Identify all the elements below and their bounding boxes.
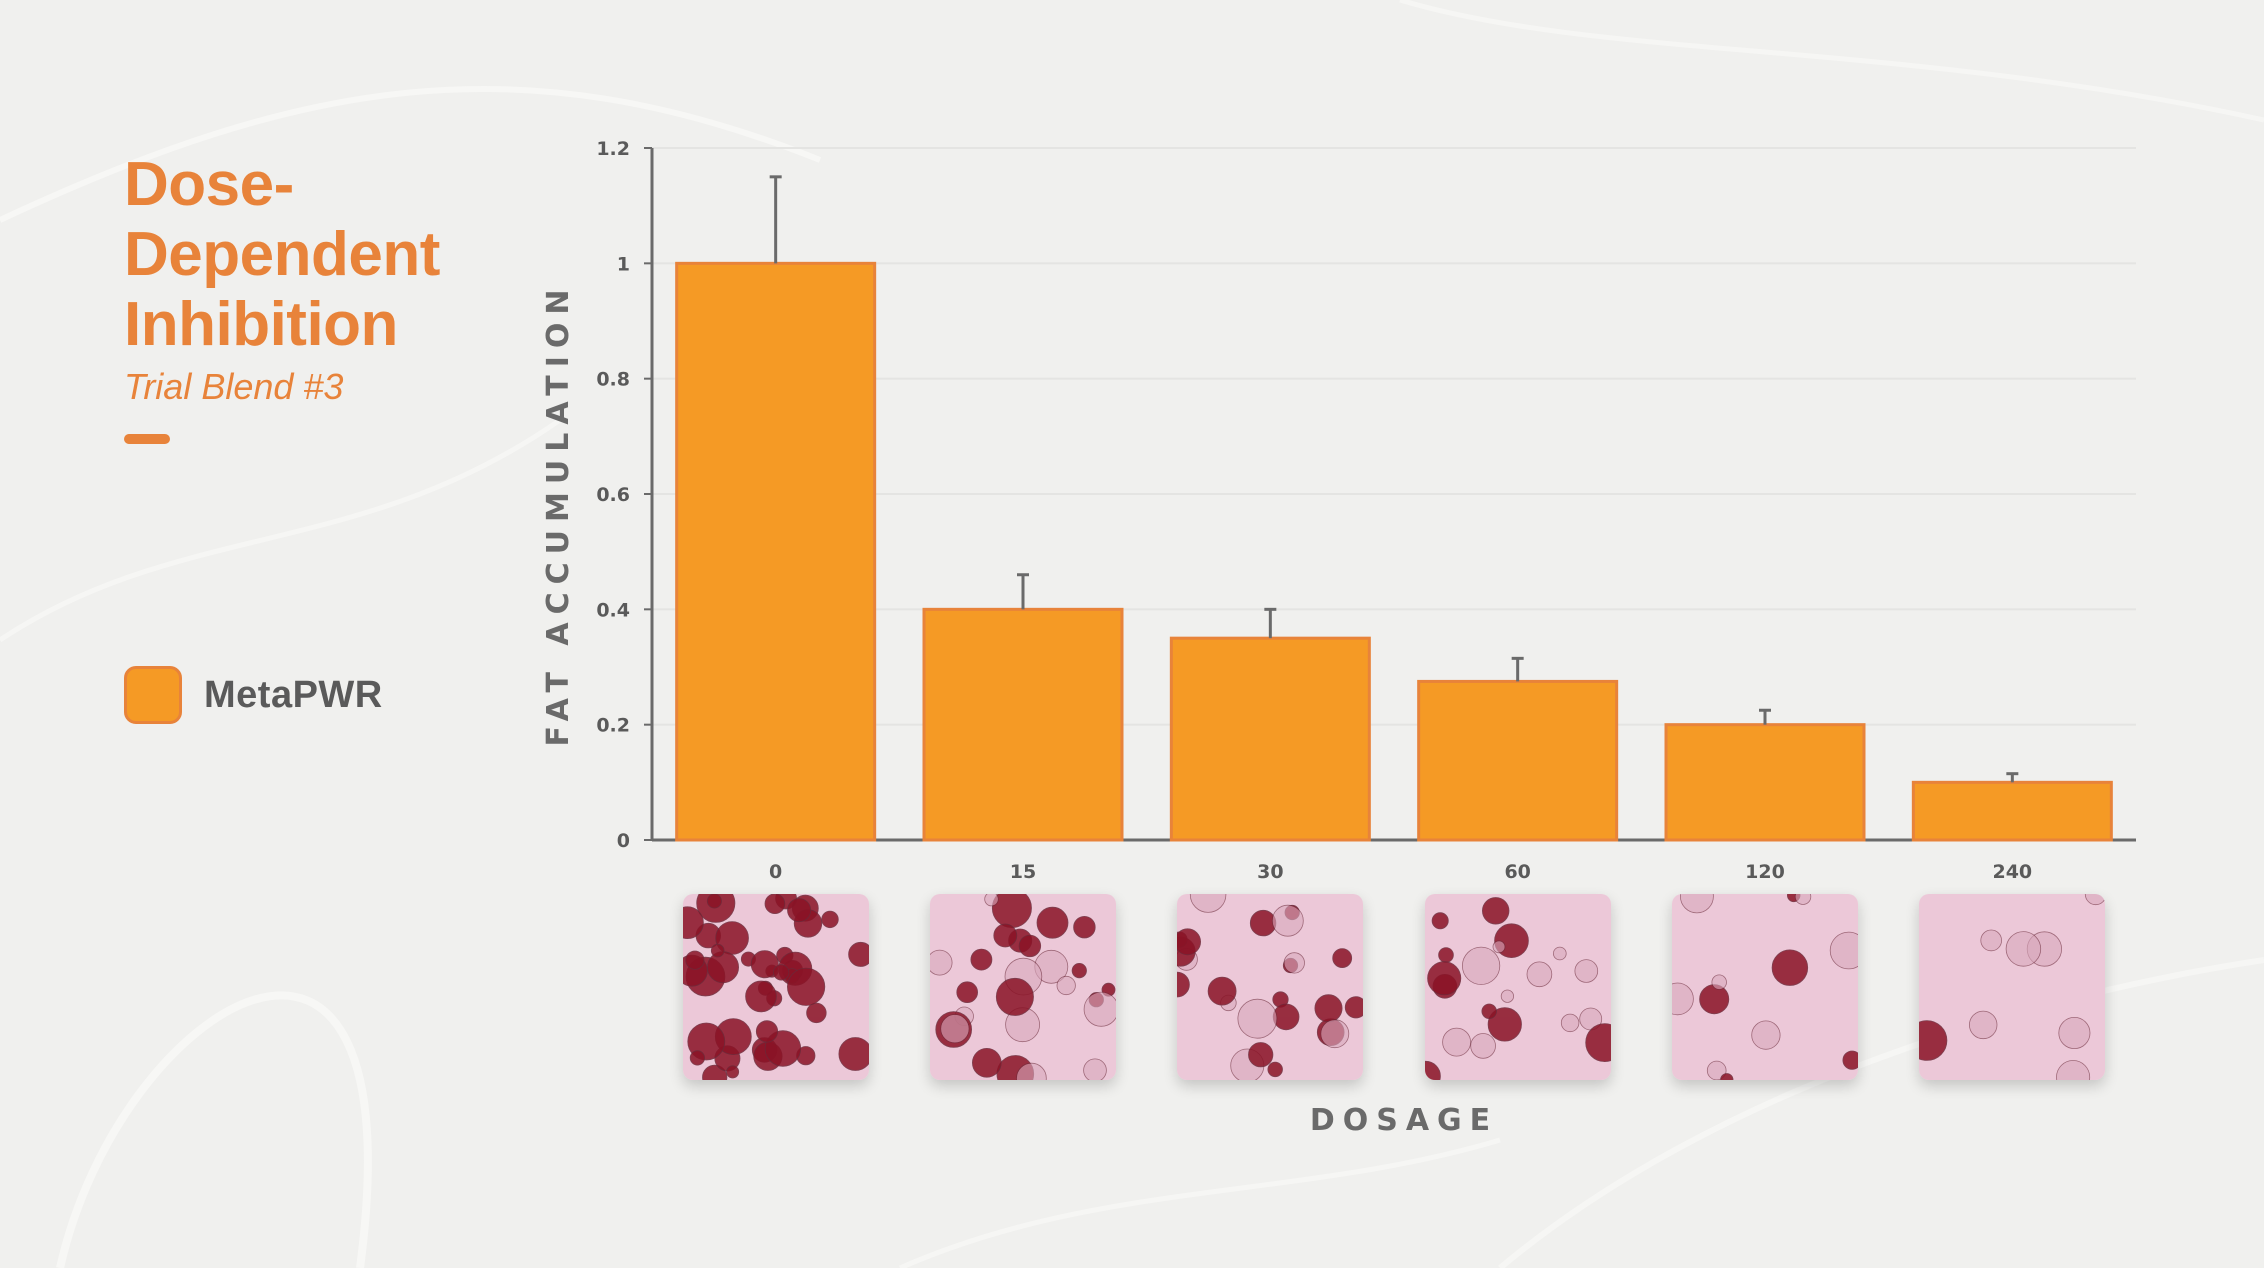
legend-swatch bbox=[124, 666, 182, 724]
micrograph-graphic bbox=[1919, 894, 2106, 1080]
micrograph-image bbox=[1424, 894, 1611, 1080]
micrograph-image bbox=[930, 894, 1116, 1080]
bar bbox=[1664, 723, 1866, 842]
subtitle: Trial Blend #3 bbox=[124, 366, 344, 407]
title-block: Dose- Dependent Inhibition Trial Blend #… bbox=[124, 150, 524, 408]
micrograph-image bbox=[1672, 894, 1858, 1080]
bar bbox=[1911, 780, 2113, 842]
bar bbox=[675, 261, 877, 842]
x-tick-label: 240 bbox=[1992, 861, 2032, 883]
y-tick-label: 0.4 bbox=[596, 599, 630, 621]
y-tick-label: 0.6 bbox=[596, 484, 630, 506]
title-line-3: Inhibition bbox=[124, 290, 398, 359]
micrograph-image bbox=[1919, 894, 2106, 1080]
legend: MetaPWR bbox=[124, 666, 383, 724]
micrograph-image bbox=[1177, 894, 1364, 1080]
x-tick-label: 0 bbox=[769, 861, 782, 883]
micrograph-graphic bbox=[930, 894, 1116, 1080]
x-tick-label: 120 bbox=[1745, 861, 1785, 883]
y-axis-title: FAT ACCUMULATION bbox=[541, 282, 576, 747]
x-tick-label: 15 bbox=[1010, 861, 1036, 883]
title-line-1: Dose- bbox=[124, 150, 294, 219]
x-tick-label: 30 bbox=[1257, 861, 1283, 883]
bar bbox=[1417, 679, 1619, 842]
y-tick-label: 1.2 bbox=[596, 138, 630, 160]
micrograph-graphic bbox=[1672, 894, 1858, 1080]
micrograph-graphic bbox=[1424, 894, 1611, 1080]
bar bbox=[1169, 636, 1371, 842]
micrograph-image bbox=[682, 894, 869, 1080]
y-tick-label: 1 bbox=[617, 253, 630, 275]
bar bbox=[922, 607, 1124, 842]
accent-dash bbox=[124, 434, 170, 444]
x-tick-label: 60 bbox=[1504, 861, 1530, 883]
y-tick-label: 0.2 bbox=[596, 715, 630, 737]
title-line-2: Dependent bbox=[124, 220, 440, 289]
x-axis-title: DOSAGE bbox=[1310, 1103, 1498, 1138]
legend-label: MetaPWR bbox=[204, 673, 383, 716]
y-tick-label: 0.8 bbox=[596, 369, 630, 391]
y-tick-label: 0 bbox=[617, 830, 630, 852]
micrograph-graphic bbox=[682, 894, 869, 1080]
micrograph-graphic bbox=[1177, 894, 1364, 1080]
